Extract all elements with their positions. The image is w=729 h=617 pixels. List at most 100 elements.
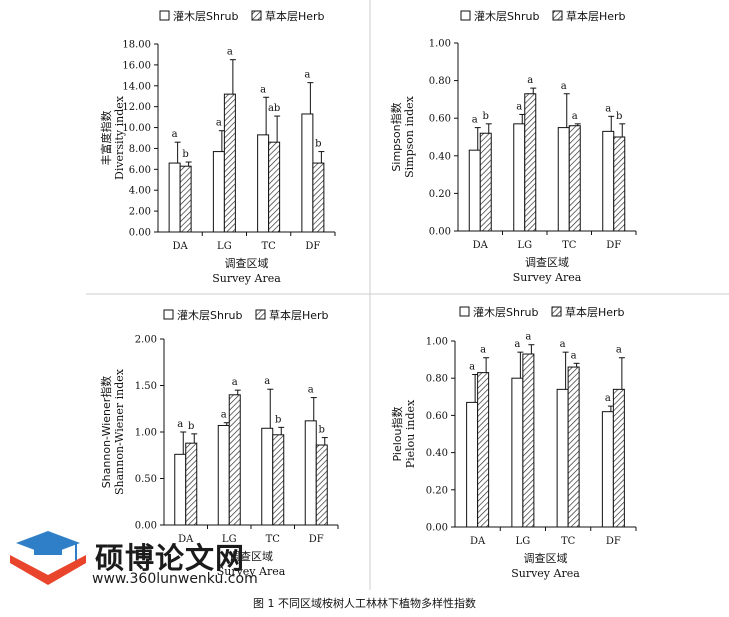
significance-label: a <box>561 81 567 92</box>
y-tick-label: 2.00 <box>129 207 151 218</box>
legend: 灌木层Shrub 草本层Herb <box>460 9 626 23</box>
x-tick-label: DA <box>473 240 489 251</box>
x-axis-title-en: Survey Area <box>212 272 281 285</box>
significance-label: b <box>483 111 489 122</box>
x-tick-label: TC <box>266 534 281 545</box>
y-tick-label: 0.80 <box>429 76 451 87</box>
legend-label-herb: 草本层Herb <box>265 9 325 23</box>
y-tick-label: 0.40 <box>429 151 451 162</box>
x-axis-title-cn: 调查区域 <box>229 549 273 563</box>
legend-swatch-herb <box>251 10 262 21</box>
legend-swatch-herb <box>552 10 563 21</box>
legend-swatch-shrub <box>159 10 170 21</box>
x-tick-label: TC <box>261 241 276 252</box>
bar-herb-DA <box>479 132 492 232</box>
bar-shrub-DA <box>174 453 187 526</box>
bar-shrub-DF <box>301 113 314 233</box>
significance-label: a <box>571 350 577 361</box>
significance-label: b <box>616 111 622 122</box>
legend: 灌木层Shrub 草本层Herb <box>459 305 625 319</box>
bar-herb-LG <box>228 394 241 526</box>
significance-label: a <box>605 393 611 404</box>
y-axis-title-en: Diversity index <box>113 95 126 180</box>
bar-shrub-TC <box>257 134 270 233</box>
y-tick-label: 0.20 <box>426 485 448 496</box>
x-tick-label: LG <box>517 240 532 251</box>
bar-shrub-TC <box>261 427 274 526</box>
bar-shrub-DF <box>601 411 614 528</box>
y-tick-label: 14.00 <box>122 81 151 92</box>
legend-swatch-shrub <box>459 306 470 317</box>
legend-label-herb: 草本层Herb <box>566 9 626 23</box>
x-tick-label: TC <box>561 536 576 547</box>
y-tick-label: 4.00 <box>129 186 151 197</box>
x-tick-label: LG <box>217 241 232 252</box>
y-axis-title-en: Shannon-Wiener index <box>113 368 126 495</box>
y-tick-label: 16.00 <box>122 60 151 71</box>
y-tick-label: 1.00 <box>135 428 157 439</box>
y-tick-label: 0.00 <box>135 521 157 532</box>
y-tick-label: 18.00 <box>122 40 151 51</box>
bar-herb-TC <box>268 141 281 233</box>
y-tick-label: 0.00 <box>426 523 448 534</box>
bar-herb-DF <box>612 388 625 528</box>
y-tick-label: 0.60 <box>426 411 448 422</box>
y-axis-title-cn: 丰富度指数 <box>99 111 113 166</box>
y-tick-label: 0.20 <box>429 189 451 200</box>
y-tick-label: 10.00 <box>122 123 151 134</box>
y-axis-title-en: Simpson index <box>403 95 416 178</box>
legend-swatch-herb <box>255 309 266 320</box>
y-tick-label: 0.00 <box>129 228 151 239</box>
significance-label: a <box>260 84 266 95</box>
x-axis-title-en: Survey Area <box>513 271 582 284</box>
watermark-url: www.360lunwenku.com <box>92 571 258 587</box>
significance-label: b <box>275 414 281 425</box>
watermark-name: 硕博论文网 <box>95 541 246 575</box>
significance-label: a <box>304 70 310 81</box>
significance-label: a <box>480 345 486 356</box>
y-tick-label: 0.00 <box>429 227 451 238</box>
bar-shrub-DA <box>466 401 479 528</box>
y-tick-label: 1.00 <box>426 337 448 348</box>
significance-label: b <box>315 139 321 150</box>
x-tick-label: DF <box>606 240 621 251</box>
legend-label-shrub: 灌木层Shrub <box>173 10 238 23</box>
x-axis-title-cn: 调查区域 <box>225 256 269 270</box>
bar-shrub-DF <box>602 130 615 232</box>
chart-panel-4: 0.000.200.400.600.801.00DAaaLGaaTCaaDFaa… <box>390 305 637 580</box>
significance-label: b <box>188 421 194 432</box>
legend: 灌木层Shrub 草本层Herb <box>163 308 329 322</box>
x-tick-label: DF <box>305 241 320 252</box>
y-axis-title-cn: Simpson指数 <box>389 102 403 171</box>
significance-label: a <box>264 376 270 387</box>
watermark: 硕博论文网 www.360lunwenku.com <box>0 525 260 595</box>
bar-shrub-LG <box>217 424 230 526</box>
bar-herb-TC <box>568 125 581 232</box>
y-tick-label: 12.00 <box>122 102 151 113</box>
x-tick-label: LG <box>222 534 237 545</box>
significance-label: b <box>182 149 188 160</box>
legend-label-shrub: 灌木层Shrub <box>474 10 539 23</box>
bar-herb-DA <box>179 165 192 233</box>
significance-label: a <box>572 111 578 122</box>
y-axis-title-cn: Shannon-Wiener指数 <box>99 376 113 489</box>
legend-label-herb: 草本层Herb <box>269 308 329 322</box>
significance-label: a <box>560 339 566 350</box>
y-tick-label: 0.40 <box>426 448 448 459</box>
significance-label: a <box>308 385 314 396</box>
x-axis-title-cn: 调查区域 <box>525 255 569 269</box>
bar-herb-DF <box>613 136 626 232</box>
x-axis-title-en: Survey Area <box>217 565 286 578</box>
significance-label: a <box>216 118 222 129</box>
significance-label: a <box>525 332 531 343</box>
legend: 灌木层Shrub 草本层Herb <box>159 9 325 23</box>
bar-shrub-DF <box>304 420 317 526</box>
significance-label: a <box>172 129 178 140</box>
bar-shrub-TC <box>556 388 569 528</box>
y-tick-label: 0.80 <box>426 374 448 385</box>
x-tick-label: DF <box>309 534 324 545</box>
x-tick-label: DA <box>470 536 486 547</box>
